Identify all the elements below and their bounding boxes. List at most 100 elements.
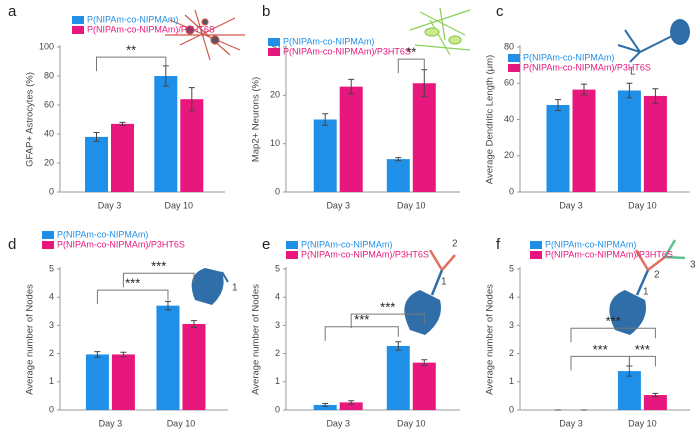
error-bar (348, 400, 355, 405)
legend-label: P(NIPAm-co-NIPMAm) (283, 36, 374, 46)
legend-swatch (530, 251, 542, 259)
y-tick-label: 5 (49, 263, 54, 273)
y-axis-label: Average number of Nodes (251, 284, 262, 395)
y-tick-label: 80 (504, 41, 514, 51)
error-bar (190, 320, 197, 328)
y-tick-label: 2 (275, 348, 280, 358)
error-bar (93, 132, 100, 142)
y-axis-label: Map2+ Neurons (%) (251, 77, 262, 162)
error-bar (395, 157, 402, 162)
icon-label: 2 (654, 270, 660, 281)
significance-label: *** (635, 342, 650, 357)
significance-bracket (397, 58, 425, 74)
dendrite-icon (617, 19, 690, 63)
legend-label: P(NIPAm-co-NIPMAm) (57, 229, 148, 239)
legend-label: P(NIPAm-co-NIPMAm)/P3HT6S (301, 249, 429, 259)
legend-swatch (286, 241, 298, 249)
y-tick-label: 1 (49, 376, 54, 386)
bar (386, 345, 410, 410)
y-tick-label: 30 (270, 41, 280, 51)
y-tick-label: 5 (275, 263, 280, 273)
y-tick-label: 3 (275, 320, 280, 330)
x-tick-label: Day 10 (628, 200, 657, 210)
significance-bracket (122, 272, 195, 288)
y-tick-label: 4 (275, 292, 280, 302)
legend-swatch (268, 48, 280, 56)
error-bar (421, 69, 428, 98)
bar (339, 402, 363, 410)
bar (85, 354, 109, 410)
bar (617, 371, 641, 410)
x-tick-label: Day 10 (167, 418, 196, 428)
significance-bracket (570, 355, 630, 371)
icons (165, 7, 690, 335)
y-tick-label: 1 (275, 376, 280, 386)
significance-bracket (570, 327, 656, 343)
legend-swatch (508, 54, 520, 62)
y-tick-label: 10 (270, 138, 280, 148)
icon-label: 1 (232, 283, 238, 294)
legend-swatch (286, 251, 298, 259)
error-bar (322, 403, 329, 407)
legend-label: P(NIPAm-co-NIPMAm)/P3HT6S (57, 239, 185, 249)
y-tick-label: 20 (504, 150, 514, 160)
bar (111, 354, 135, 410)
x-tick-label: Day 10 (397, 418, 426, 428)
y-axis-label: GFAP+ Astrocytes (%) (25, 72, 36, 167)
x-tick-label: Day 10 (628, 418, 657, 428)
legend-label: P(NIPAm-co-NIPMAm)/P3HT6S (87, 24, 215, 34)
y-tick-label: 1 (509, 376, 514, 386)
legend-swatch (42, 241, 54, 249)
neuron-icon (409, 7, 471, 56)
bar (154, 76, 178, 192)
bar (412, 83, 436, 192)
error-bar (164, 300, 171, 311)
legend-label: P(NIPAm-co-NIPMAm) (545, 239, 636, 249)
y-tick-label: 4 (49, 292, 54, 302)
node-icon-f (609, 239, 686, 335)
legend-swatch (268, 38, 280, 46)
error-bar (322, 113, 329, 126)
error-bar (94, 351, 101, 358)
significance-label: ** (406, 45, 416, 60)
y-tick-label: 2 (49, 348, 54, 358)
bar (617, 90, 641, 192)
legend-label: P(NIPAm-co-NIPMAm)/P3HT6S (545, 249, 673, 259)
x-tick-label: Day 3 (559, 200, 583, 210)
icon-label: 2 (452, 239, 458, 250)
icon-label: L (630, 67, 636, 78)
error-bar (555, 99, 561, 111)
y-tick-label: 100 (39, 41, 54, 51)
error-bar (581, 83, 587, 96)
error-bar (119, 121, 126, 126)
y-tick-label: 0 (275, 404, 280, 414)
bar (572, 89, 596, 192)
bar (643, 95, 667, 192)
significance-label: *** (125, 276, 140, 291)
error-bar (626, 82, 633, 99)
x-tick-label: Day 3 (98, 200, 122, 210)
y-tick-label: 0 (49, 404, 54, 414)
significance-label: *** (606, 314, 621, 329)
y-tick-label: 80 (44, 70, 54, 80)
bar (85, 136, 108, 192)
error-bar (348, 78, 355, 95)
icon-label: 1 (441, 277, 447, 288)
bar (386, 159, 410, 192)
y-tick-label: 3 (509, 320, 514, 330)
legend-label: P(NIPAm-co-NIPMAm)/P3HT6S (523, 62, 651, 72)
y-tick-label: 3 (49, 320, 54, 330)
y-tick-label: 0 (509, 186, 514, 196)
y-tick-label: 0 (509, 404, 514, 414)
error-bar (120, 351, 127, 358)
error-bar (652, 88, 659, 104)
error-bar (395, 341, 402, 351)
significance-bracket (324, 326, 399, 341)
bar (182, 323, 206, 410)
icon-label: 3 (690, 260, 696, 271)
legend-swatch (72, 16, 84, 24)
y-tick-label: 60 (44, 99, 54, 109)
legend-swatch (508, 64, 520, 72)
error-bar (652, 392, 659, 398)
x-tick-label: Day 3 (99, 418, 123, 428)
